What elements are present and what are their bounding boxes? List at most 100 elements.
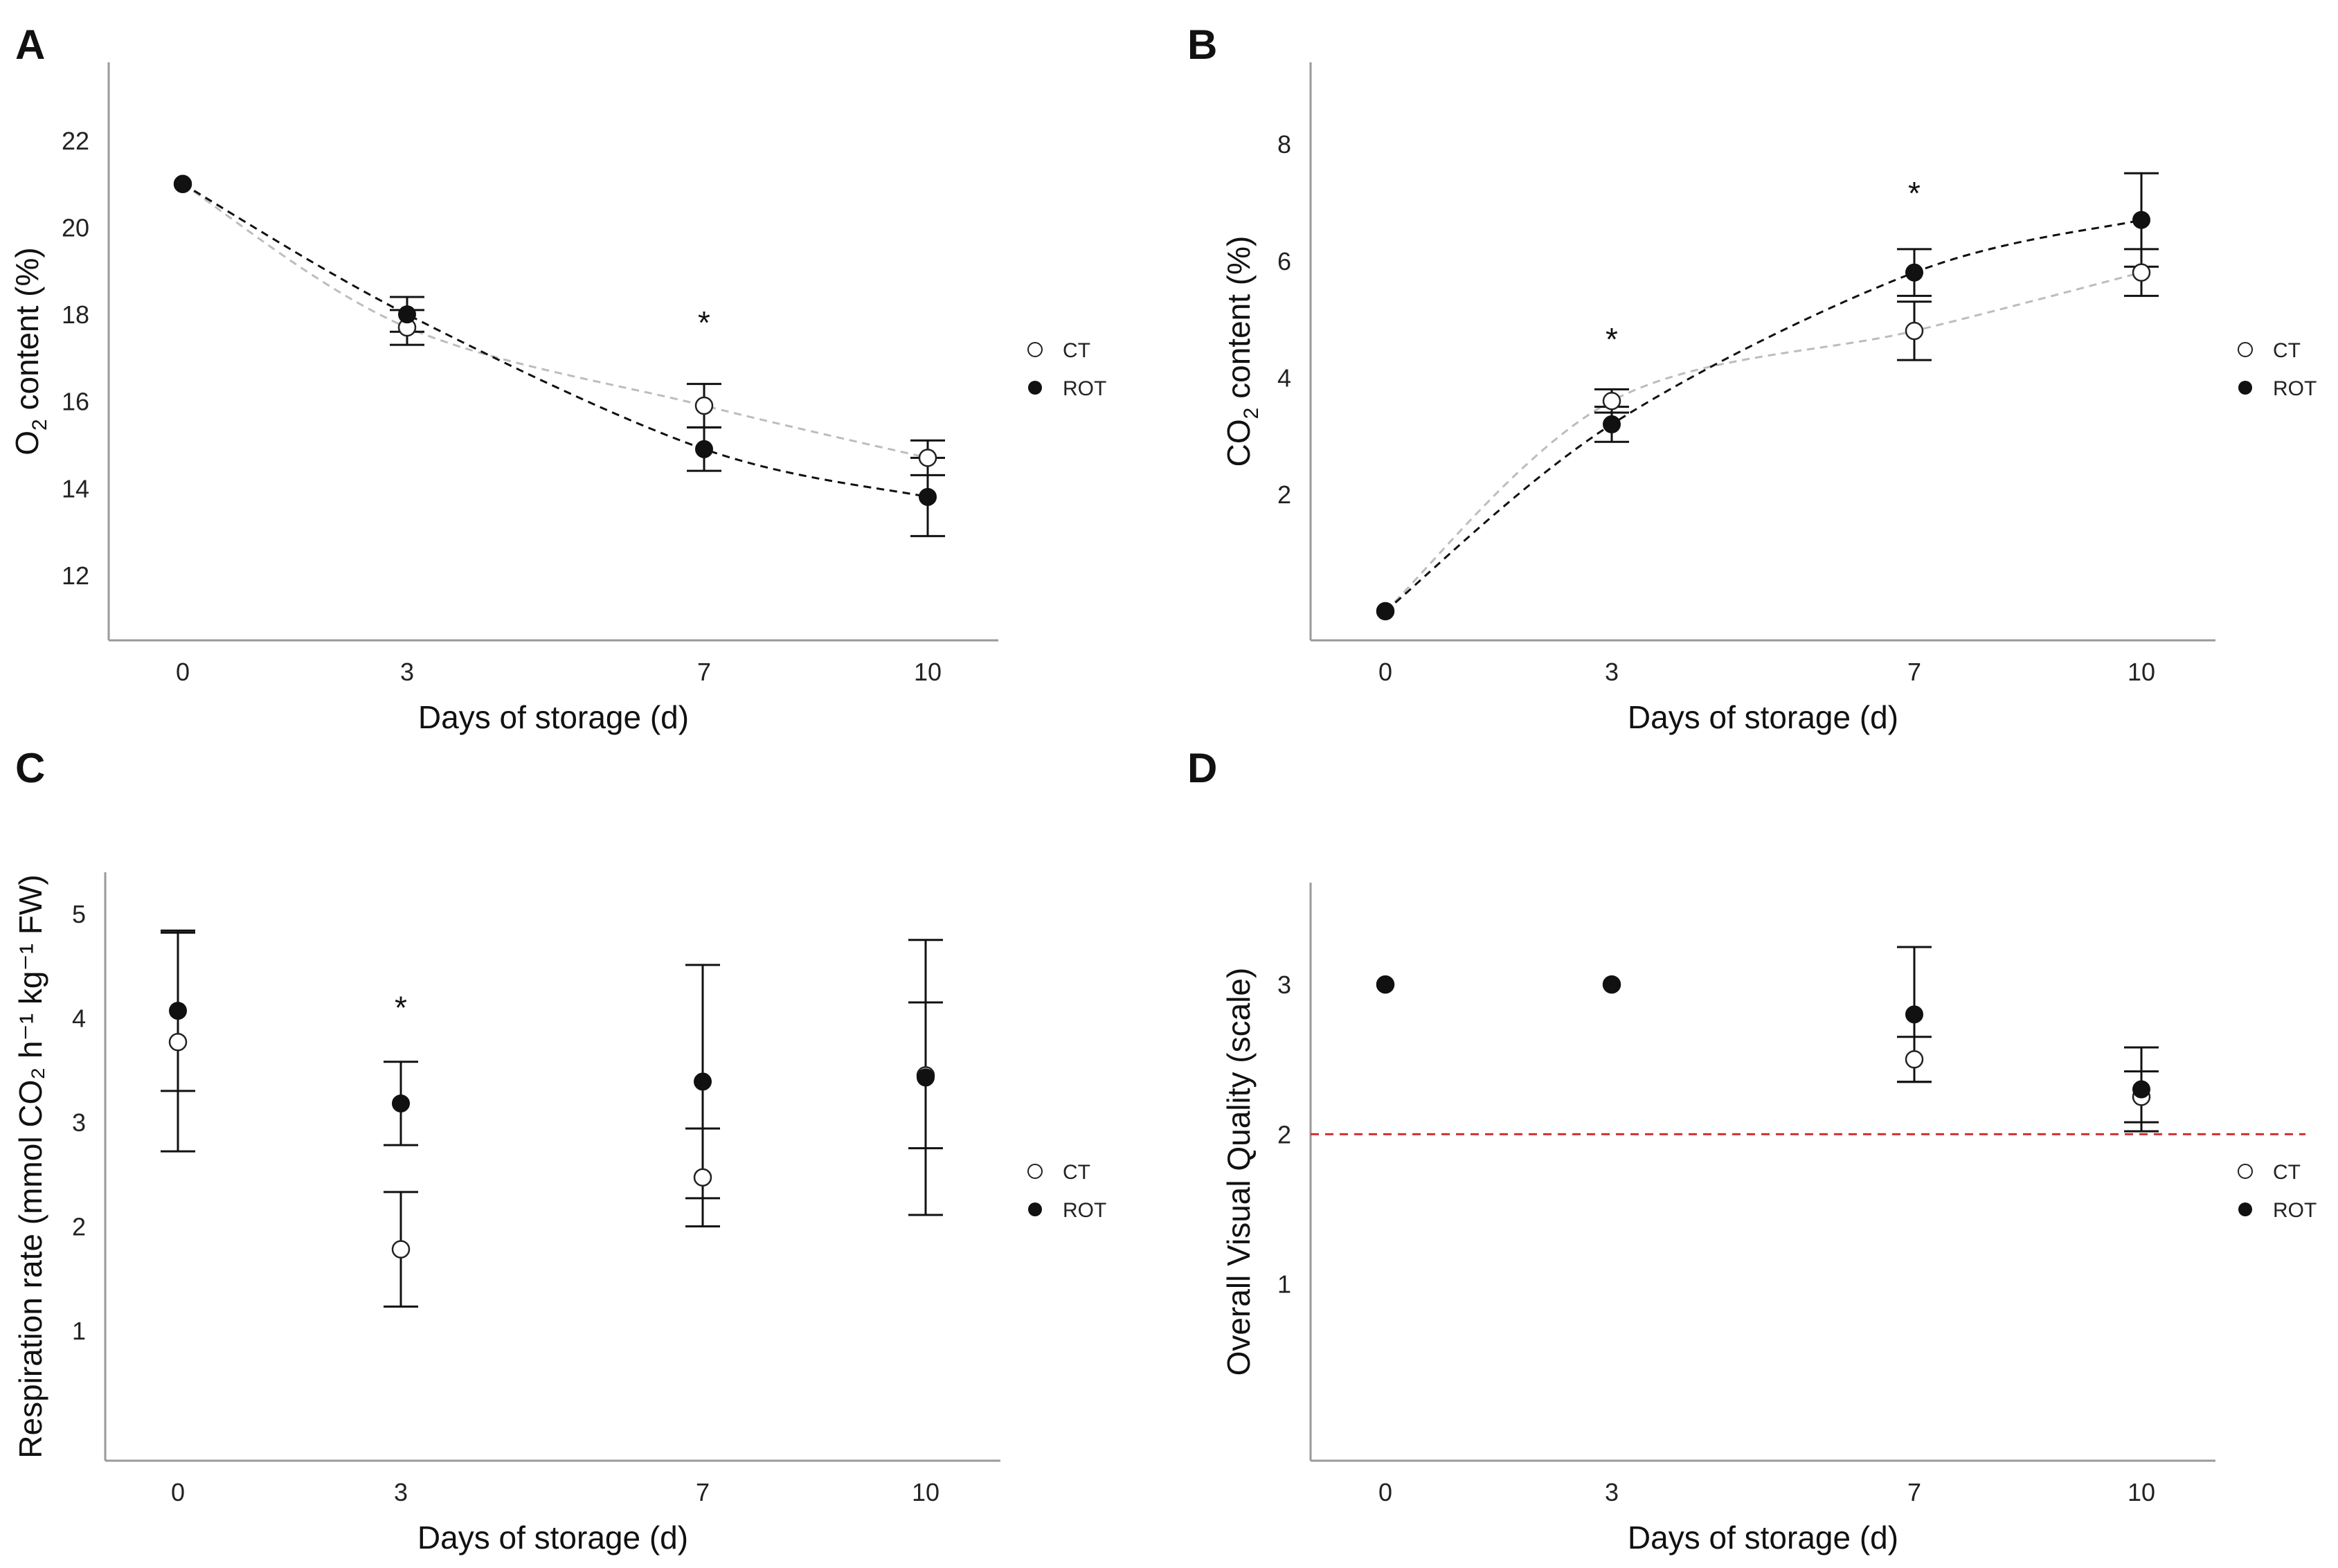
legend-marker-ct (1027, 1164, 1043, 1179)
x-tick-label: 0 (176, 658, 190, 686)
trend-line-ct (182, 183, 928, 459)
x-axis-label: Days of storage (d) (1628, 699, 1898, 735)
y-tick-label: 6 (1277, 247, 1291, 276)
legend-marker-rot (1028, 1202, 1042, 1216)
legend-label: CT (2273, 339, 2301, 362)
legend-label: ROT (1063, 1199, 1106, 1222)
point-rot (917, 1068, 935, 1087)
y-tick-label: 8 (1277, 130, 1291, 159)
point-ct (1905, 1050, 1924, 1069)
y-tick-label: 1 (1277, 1270, 1291, 1299)
legend-marker-ct (1027, 342, 1043, 357)
x-tick-label: 3 (1605, 658, 1619, 686)
trend-line-ct (1384, 271, 2142, 612)
point-ct (918, 449, 937, 467)
panel-letter: A (15, 21, 45, 68)
legend-marker-rot (1028, 381, 1042, 395)
x-tick-label: 7 (1907, 1478, 1921, 1506)
panel-d: D 1 2 3 0 3 7 10 Days of storage (d) Overall Visu… (1187, 745, 2317, 1556)
y-tick-label: 2 (1277, 480, 1291, 509)
point-rot (1603, 975, 1621, 994)
trend-line-rot (182, 183, 928, 498)
point-rot (919, 487, 937, 506)
y-tick-label: 12 (62, 561, 89, 590)
point-rot (174, 174, 192, 193)
x-tick-label: 10 (2128, 1478, 2155, 1506)
point-rot (1603, 415, 1621, 433)
y-axis-label: O2 content (%) (9, 247, 51, 455)
significance-star: * (1908, 175, 1921, 211)
x-tick-label: 0 (1378, 1478, 1392, 1506)
y-axis-label: Respiration rate (mmol CO₂ h⁻¹ kg⁻¹ FW) (12, 874, 48, 1458)
point-rot (1376, 975, 1394, 994)
y-tick-label: 5 (72, 900, 86, 928)
legend-label: CT (1063, 1161, 1090, 1184)
legend-label: ROT (1063, 377, 1106, 400)
point-ct (1905, 321, 1924, 341)
x-tick-label: 7 (1907, 658, 1921, 686)
y-tick-label: 20 (62, 214, 89, 242)
point-rot (1905, 1005, 1923, 1024)
x-tick-label: 10 (2128, 658, 2155, 686)
point-ct (391, 1240, 411, 1259)
x-tick-label: 0 (171, 1478, 185, 1506)
panel-letter: C (15, 745, 45, 791)
x-axis-label: Days of storage (d) (417, 1520, 688, 1556)
panel-c: C 1 2 3 4 5 0 3 7 10 Days of storage (d) Respiratio… (12, 745, 1106, 1556)
point-rot (392, 1094, 410, 1112)
y-axis-label: Overall Visual Quality (scale) (1221, 968, 1257, 1376)
panel-a: A 12 14 16 18 20 22 0 3 7 10 Days of storage (d) O2 … (9, 21, 1106, 735)
panel-b: B 2 4 6 8 0 3 7 10 Days of storage (d) CO2 content… (1187, 21, 2317, 735)
significance-star: * (395, 990, 407, 1026)
x-tick-label: 3 (400, 658, 414, 686)
legend-label: ROT (2273, 1199, 2317, 1222)
x-axis-label: Days of storage (d) (418, 699, 689, 735)
point-rot (398, 305, 416, 324)
x-tick-label: 10 (914, 658, 942, 686)
y-tick-label: 4 (72, 1004, 86, 1033)
point-rot (2132, 1080, 2150, 1099)
point-rot (169, 1002, 187, 1020)
point-ct (168, 1032, 188, 1052)
y-tick-label: 18 (62, 300, 89, 329)
legend-marker-rot (2238, 381, 2252, 395)
point-ct (1602, 391, 1621, 411)
legend-marker-rot (2238, 1202, 2252, 1216)
x-tick-label: 3 (1605, 1478, 1619, 1506)
legend-label: CT (1063, 339, 1090, 362)
x-tick-label: 7 (697, 658, 711, 686)
x-tick-label: 10 (912, 1478, 939, 1506)
y-tick-label: 2 (1277, 1120, 1291, 1148)
significance-star: * (1606, 321, 1618, 357)
legend-label: ROT (2273, 377, 2317, 400)
y-tick-label: 3 (1277, 971, 1291, 999)
y-tick-label: 14 (62, 474, 89, 503)
point-ct (2132, 263, 2151, 282)
significance-star: * (698, 305, 710, 341)
point-rot (2132, 210, 2150, 229)
legend-marker-ct (2238, 1164, 2253, 1179)
point-ct (693, 1168, 712, 1187)
legend-marker-ct (2238, 342, 2253, 357)
y-tick-label: 22 (62, 127, 89, 155)
y-tick-label: 16 (62, 388, 89, 416)
point-rot (1905, 263, 1923, 282)
x-axis-label: Days of storage (d) (1628, 1520, 1898, 1556)
y-tick-label: 1 (72, 1317, 86, 1345)
panel-letter: D (1187, 745, 1217, 791)
legend-label: CT (2273, 1161, 2301, 1184)
x-tick-label: 7 (696, 1478, 710, 1506)
x-tick-label: 3 (394, 1478, 408, 1506)
point-rot (694, 1072, 712, 1091)
y-tick-label: 4 (1277, 363, 1291, 392)
y-tick-label: 2 (72, 1213, 86, 1241)
point-rot (695, 440, 713, 458)
trend-line-rot (1385, 219, 2142, 612)
point-rot (1376, 602, 1394, 620)
x-tick-label: 0 (1378, 658, 1392, 686)
point-ct (694, 396, 714, 415)
panel-letter: B (1187, 21, 1217, 68)
y-axis-label: CO2 content (%) (1221, 236, 1263, 467)
y-tick-label: 3 (72, 1108, 86, 1137)
